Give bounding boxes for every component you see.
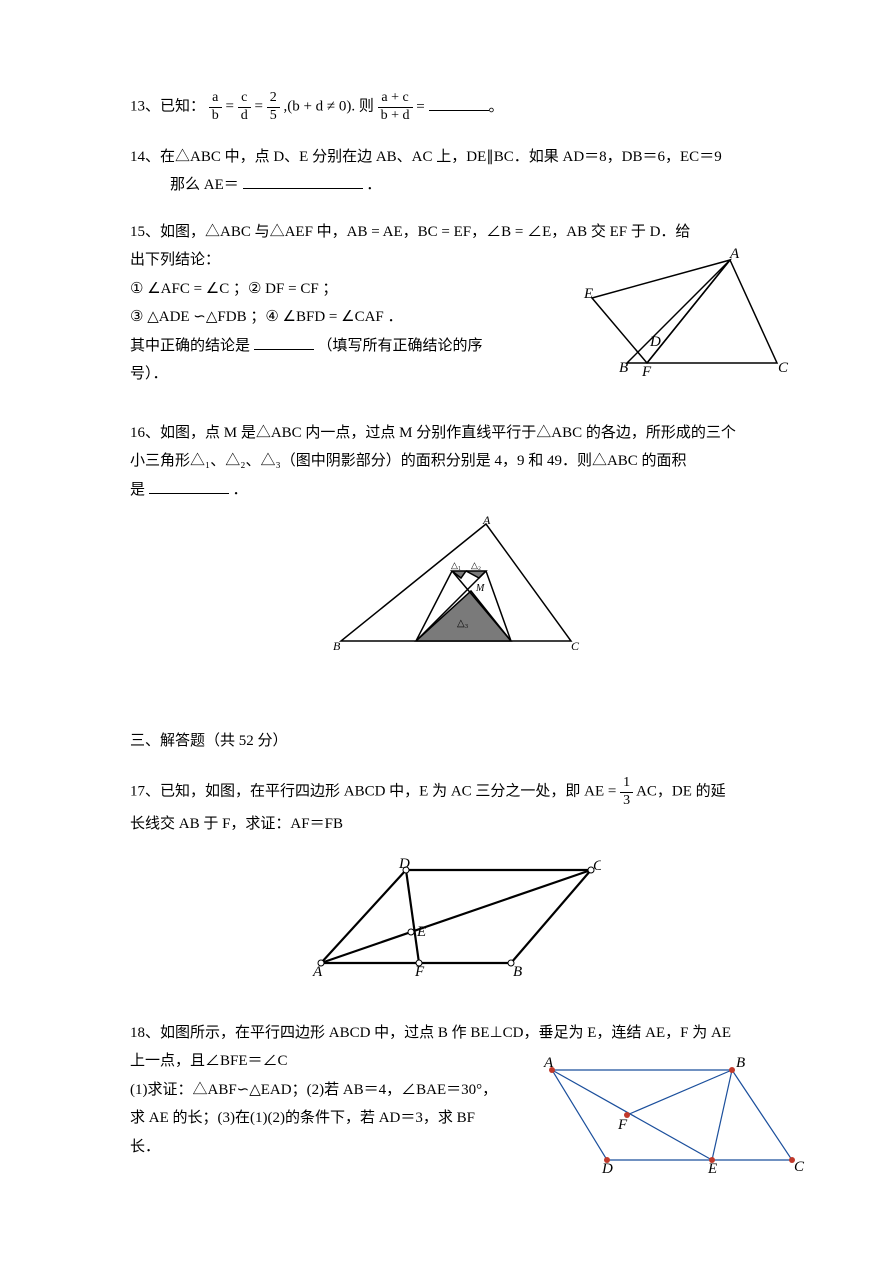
svg-text:F: F xyxy=(617,1117,628,1133)
svg-text:A: A xyxy=(729,248,740,262)
q18: 18、如图所示，在平行四边形 ABCD 中，过点 B 作 BE⊥CD，垂足为 E… xyxy=(130,1019,782,1162)
q15-c2: ③ △ADE ∽△FDB ；④ ∠BFD = ∠CAF ． xyxy=(130,303,510,332)
svg-text:E: E xyxy=(707,1161,717,1175)
q17: 17、已知，如图，在平行四边形 ABCD 中，E 为 AC 三分之一处，即 AE… xyxy=(130,775,782,989)
q16-line3-pre: 是 xyxy=(130,482,145,498)
q17-line1-pre: 17、已知，如图，在平行四边形 ABCD 中，E 为 AC 三分之一处，即 AE… xyxy=(130,784,620,800)
svg-text:D: D xyxy=(649,334,661,350)
svg-text:C: C xyxy=(571,639,580,653)
svg-text:E: E xyxy=(416,924,426,940)
svg-text:B: B xyxy=(619,360,628,376)
q15-blank xyxy=(254,335,314,350)
q15-figure: A B C E F D xyxy=(582,248,792,394)
q16-line2: 小三角形△₁、△₂、△₃（图中阴影部分）的面积分别是 4，9 和 49．则△AB… xyxy=(130,447,782,476)
q13: 13、已知： ab = cd = 25 ,(b + d ≠ 0). 则 a + … xyxy=(130,90,782,125)
q15-c1: ① ∠AFC = ∠C ；② DF = CF ； xyxy=(130,275,510,304)
q13-frac-25: 25 xyxy=(267,90,280,125)
svg-text:B: B xyxy=(513,964,522,978)
svg-text:A: A xyxy=(543,1055,554,1071)
q13-cond: ,(b + d ≠ 0). 则 xyxy=(283,99,373,115)
svg-text:A: A xyxy=(312,964,323,978)
svg-text:△₃: △₃ xyxy=(457,618,468,629)
svg-text:C: C xyxy=(778,360,789,376)
q15-line1: 15、如图，△ABC 与△AEF 中，AB = AE，BC = EF，∠B = … xyxy=(130,218,782,247)
q14-line2-pre: 那么 AE＝ xyxy=(170,177,239,193)
q17-figure: A B C D E F xyxy=(130,858,782,989)
q18-line4: 求 AE 的长；(3)在(1)(2)的条件下，若 AD＝3，求 BF 长． xyxy=(130,1104,500,1161)
svg-text:E: E xyxy=(583,286,593,302)
q18-figure: A B C D E F xyxy=(532,1055,812,1186)
q16-figure: A B C M △₁ △₂ △₃ xyxy=(130,516,782,667)
svg-text:A: A xyxy=(482,516,491,527)
eq1: = xyxy=(226,99,238,115)
q16-line3-post: ． xyxy=(233,482,248,498)
q13-label: 13、已知： xyxy=(130,99,205,115)
q14-blank xyxy=(243,174,363,189)
q14-line2-post: ． xyxy=(366,177,381,193)
q18-line1: 18、如图所示，在平行四边形 ABCD 中，过点 B 作 BE⊥CD，垂足为 E… xyxy=(130,1019,782,1048)
svg-text:B: B xyxy=(333,639,341,653)
svg-text:D: D xyxy=(398,858,410,872)
svg-text:△₂: △₂ xyxy=(471,560,481,570)
eq2: = xyxy=(254,99,266,115)
svg-text:B: B xyxy=(736,1055,745,1071)
svg-text:F: F xyxy=(641,364,652,380)
q15-line5-pre: 其中正确的结论是 xyxy=(130,338,250,354)
q14: 14、在△ABC 中，点 D、E 分别在边 AB、AC 上，DE∥BC．如果 A… xyxy=(130,143,782,200)
svg-text:△₁: △₁ xyxy=(451,560,461,570)
q15-line2: 出下列结论： xyxy=(130,246,510,275)
q17-frac: 13 xyxy=(620,775,633,810)
q13-frac-cd: cd xyxy=(238,90,251,125)
q18-line3: (1)求证：△ABF∽△EAD；(2)若 AB＝4，∠BAE＝30°， xyxy=(130,1076,500,1105)
svg-text:F: F xyxy=(414,964,425,978)
q15: 15、如图，△ABC 与△AEF 中，AB = AE，BC = EF，∠B = … xyxy=(130,218,782,389)
svg-text:D: D xyxy=(601,1161,613,1175)
q16-blank xyxy=(149,479,229,494)
q17-line1-post: AC，DE 的延 xyxy=(636,784,726,800)
svg-text:C: C xyxy=(794,1159,805,1175)
svg-text:M: M xyxy=(475,583,485,594)
q13-frac-acbd: a + cb + d xyxy=(378,90,413,125)
q13-frac-ab: ab xyxy=(209,90,222,125)
q17-line2: 长线交 AB 于 F，求证：AF＝FB xyxy=(130,810,782,839)
q13-tail: = 。 xyxy=(416,99,503,115)
q14-line1: 14、在△ABC 中，点 D、E 分别在边 AB、AC 上，DE∥BC．如果 A… xyxy=(130,143,782,172)
q16: 16、如图，点 M 是△ABC 内一点，过点 M 分别作直线平行于△ABC 的各… xyxy=(130,419,782,667)
svg-text:C: C xyxy=(593,858,601,874)
q16-line1: 16、如图，点 M 是△ABC 内一点，过点 M 分别作直线平行于△ABC 的各… xyxy=(130,419,782,448)
section-3-title: 三、解答题（共 52 分） xyxy=(130,727,782,756)
